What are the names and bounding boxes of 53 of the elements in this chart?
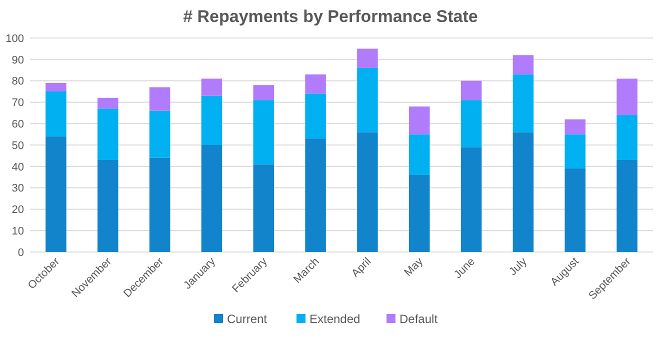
bar xyxy=(97,160,118,252)
bar xyxy=(149,110,170,158)
bar xyxy=(408,134,430,175)
bar xyxy=(149,158,170,252)
bar xyxy=(253,100,274,164)
y-tick-label: 70 xyxy=(12,97,24,110)
chart-title: # Repayments by Performance State xyxy=(183,7,478,26)
bar xyxy=(357,48,378,68)
y-tick-label: 40 xyxy=(12,161,24,174)
bar xyxy=(46,136,66,252)
bar xyxy=(305,94,326,139)
bar xyxy=(253,85,274,100)
bar xyxy=(357,132,378,252)
bar xyxy=(408,174,430,252)
legend-label: Current xyxy=(227,312,268,326)
bar xyxy=(46,82,66,92)
bar xyxy=(564,168,586,252)
y-tick-label: 20 xyxy=(12,204,24,216)
y-tick-label: 50 xyxy=(12,140,24,152)
y-tick-label: 30 xyxy=(12,182,24,195)
y-tick-label: 10 xyxy=(12,225,24,238)
bar xyxy=(512,55,534,74)
bar xyxy=(201,78,222,96)
bar xyxy=(97,98,118,109)
bar xyxy=(616,78,638,116)
y-tick-label: 60 xyxy=(12,118,24,130)
bar xyxy=(564,119,586,134)
legend-label: Default xyxy=(400,312,438,326)
bar xyxy=(408,106,430,134)
bar xyxy=(46,92,66,136)
bar xyxy=(201,96,222,145)
bar xyxy=(305,138,326,252)
bar xyxy=(512,132,534,252)
y-tick-label: 90 xyxy=(12,54,24,66)
bar xyxy=(201,145,222,252)
bar xyxy=(512,74,534,132)
bar xyxy=(97,108,118,160)
bar xyxy=(616,115,638,160)
bar xyxy=(305,74,326,94)
bar xyxy=(460,147,482,252)
bar xyxy=(253,164,274,252)
y-tick-label: 100 xyxy=(6,32,24,45)
legend-label: Extended xyxy=(310,312,360,326)
bar xyxy=(460,100,482,148)
y-tick-label: 0 xyxy=(18,246,24,259)
x-tick-label: July xyxy=(507,255,530,278)
x-tick-label: May xyxy=(402,255,426,279)
bar xyxy=(149,87,170,111)
bar xyxy=(460,80,482,100)
bar xyxy=(616,160,638,252)
y-tick-label: 80 xyxy=(12,76,24,88)
bar xyxy=(357,68,378,132)
bar xyxy=(564,134,586,169)
